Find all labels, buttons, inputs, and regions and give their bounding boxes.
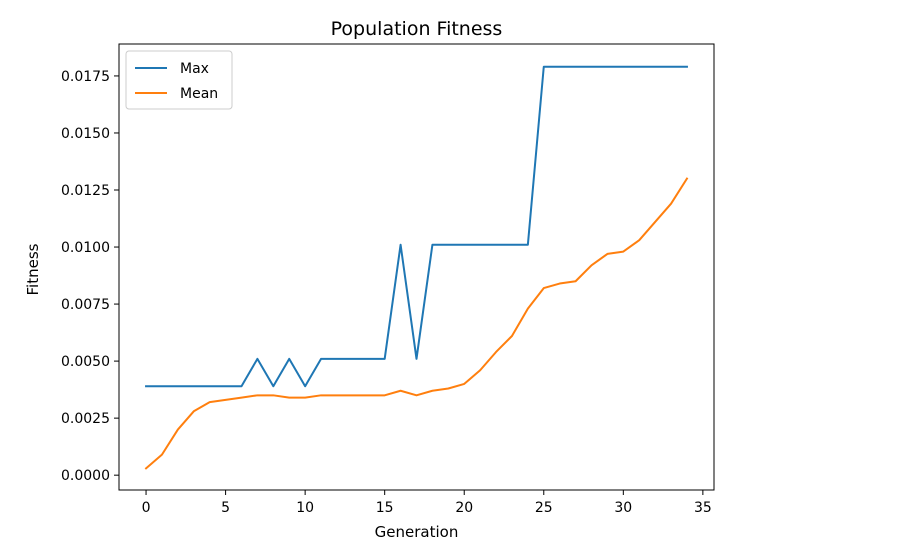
plot-area: 0 5 10 15 20 25 30 35 0.0000 0.0025 0.0050 0.0075 0.… bbox=[61, 43, 715, 516]
axes-frame bbox=[118, 43, 715, 491]
y-tick-label: 0.0100 bbox=[61, 240, 110, 256]
y-tick-label: 0.0025 bbox=[61, 411, 110, 427]
legend-label-mean: Mean bbox=[180, 86, 218, 102]
x-tick-label: 0 bbox=[142, 500, 151, 516]
y-tick-label: 0.0175 bbox=[61, 69, 110, 85]
series-line-mean bbox=[144, 177, 689, 470]
y-tick-label: 0.0150 bbox=[61, 126, 110, 142]
x-axis-label: Generation bbox=[375, 523, 459, 541]
x-tick-label: 35 bbox=[694, 500, 712, 516]
y-tick-label: 0.0050 bbox=[61, 354, 110, 370]
legend-label-max: Max bbox=[180, 61, 209, 77]
y-tick-label: 0.0000 bbox=[61, 468, 110, 484]
y-tick-label: 0.0075 bbox=[61, 297, 110, 313]
x-tick-label: 20 bbox=[455, 500, 473, 516]
y-axis-label: Fitness bbox=[24, 243, 42, 295]
x-tick-label: 15 bbox=[376, 500, 394, 516]
x-tick-label: 5 bbox=[221, 500, 230, 516]
x-tick-label: 25 bbox=[535, 500, 553, 516]
y-tick-label: 0.0125 bbox=[61, 183, 110, 199]
chart-title: Population Fitness bbox=[331, 18, 503, 40]
legend: Max Mean bbox=[125, 50, 233, 110]
x-tick-label: 10 bbox=[296, 500, 314, 516]
x-tick-label: 30 bbox=[614, 500, 632, 516]
series-line-max bbox=[145, 65, 688, 388]
legend-box bbox=[125, 50, 233, 110]
